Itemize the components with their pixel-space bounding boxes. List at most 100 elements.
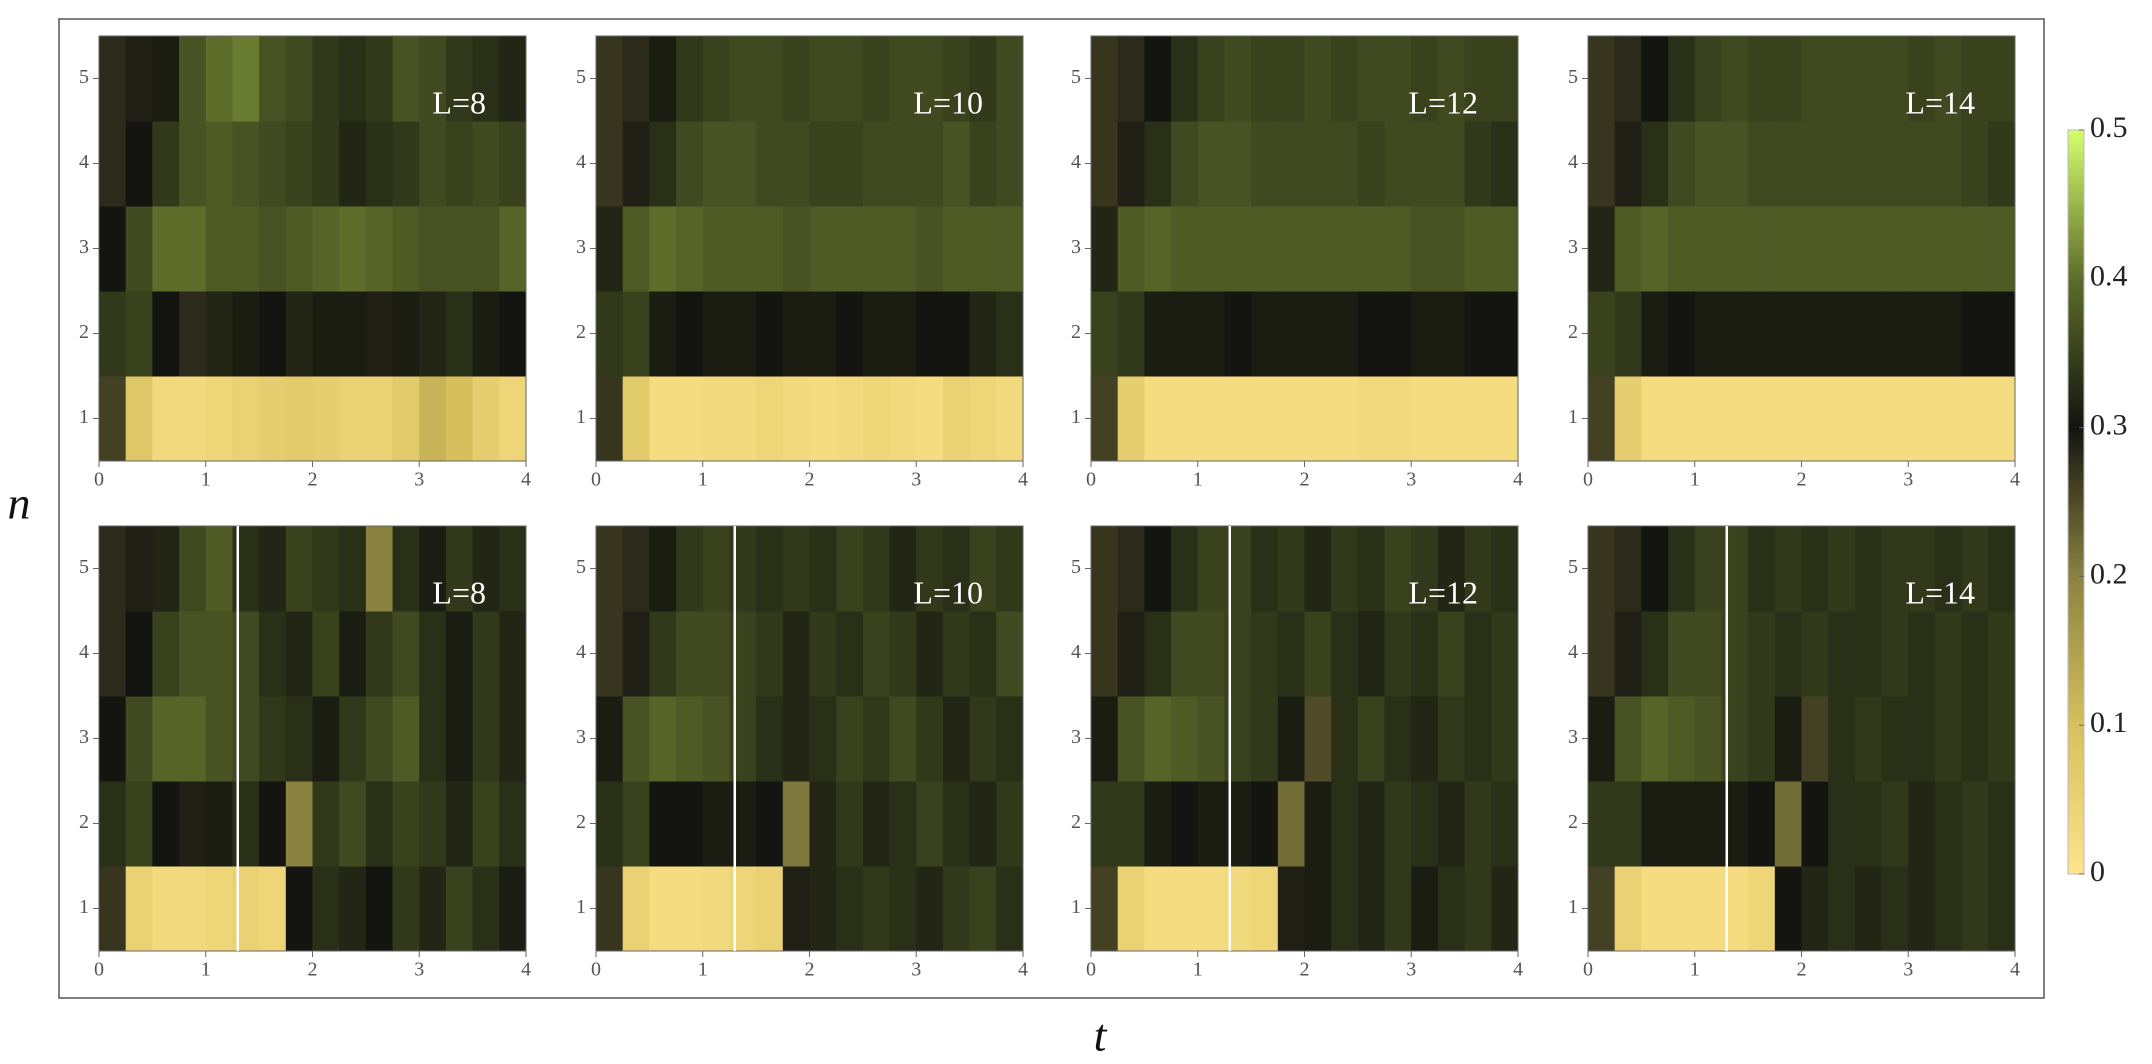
heat-cell [259,36,287,122]
heat-cell [445,696,474,782]
heat-cell [756,781,784,867]
y-tick-label: 3 [79,236,89,258]
heat-cell [1304,866,1332,952]
heat-cell [996,696,1024,782]
colorbar-label: 0.5 [2090,111,2128,144]
heat-cell [942,696,971,782]
heat-cell [809,696,837,782]
heat-cell [392,121,420,207]
heat-cell [445,206,474,292]
y-tick-label: 3 [1071,236,1081,258]
heat-cell [596,121,624,207]
heat-cell [1748,206,1776,292]
heat-cell [1197,611,1225,697]
heat-cell [1881,206,1909,292]
heat-cell [942,291,971,377]
heat-cell [1091,376,1119,462]
heat-cell [179,121,207,207]
heat-cell [969,121,997,207]
heat-cell [1277,291,1305,377]
heat-cell [99,36,127,122]
heat-cell [1091,696,1119,782]
heat-cell [339,376,367,462]
heat-cell [365,36,394,122]
x-tick-label: 0 [1583,469,1593,491]
heat-cell [1908,526,1936,612]
heat-cell [365,121,394,207]
heat-cell [1828,611,1856,697]
heat-cell [1171,781,1199,867]
heat-cell [622,866,650,952]
x-tick-label: 2 [308,469,318,491]
heat-cell [1694,36,1722,122]
y-tick-label: 1 [79,896,89,918]
heat-cell [499,36,527,122]
heat-cell [285,611,313,697]
heat-cell [1251,206,1279,292]
heat-cell [1224,376,1252,462]
heat-cell [969,291,997,377]
heat-cell [312,376,340,462]
heat-cell [809,36,837,122]
heat-cell [1988,611,2016,697]
heat-cell [1961,206,1989,292]
heat-cell [649,291,677,377]
x-tick-label: 4 [2010,959,2020,981]
heat-cell [1331,781,1359,867]
heat-cell [445,781,474,867]
heat-cell [232,526,260,612]
heat-cell [1224,36,1252,122]
heat-cell [152,611,180,697]
heat-cell [99,611,127,697]
heat-cell [419,611,447,697]
heat-cell [232,611,260,697]
heat-cell [1384,526,1412,612]
y-tick-label: 4 [576,151,586,173]
heat-cell [392,526,420,612]
heat-cell [1641,781,1669,867]
heat-cell [1588,781,1616,867]
y-tick-label: 2 [1568,811,1578,833]
heat-cell [1464,781,1492,867]
heat-cell [1464,291,1492,377]
heat-cell [1828,291,1856,377]
y-tick-label: 3 [576,726,586,748]
y-tick-label: 1 [1071,896,1081,918]
heat-cell [942,121,971,207]
heat-cell [862,36,891,122]
heat-cell [179,291,207,377]
y-tick-label: 1 [576,406,586,428]
heat-cell [1464,526,1492,612]
heat-cell [1384,291,1412,377]
heat-cell [676,376,704,462]
heat-cell [889,866,917,952]
x-tick-label: 1 [1690,959,1700,981]
y-tick-label: 4 [79,641,89,663]
heat-cell [285,526,313,612]
heat-cell [889,121,917,207]
y-tick-label: 2 [79,811,89,833]
heat-cell [969,696,997,782]
heat-cell [916,36,944,122]
heat-cell [365,376,394,462]
heat-cell [419,781,447,867]
heat-cell [1197,866,1225,952]
heat-cell [1694,121,1722,207]
heat-cell [729,206,757,292]
heat-cell [312,291,340,377]
heat-cell [1934,376,1963,462]
heat-cell [729,611,757,697]
heat-cell [996,121,1024,207]
heat-cell [676,611,704,697]
heat-cell [1881,376,1909,462]
heat-cell [676,36,704,122]
heat-cell [419,121,447,207]
heat-cell [676,781,704,867]
heat-cell [1224,526,1252,612]
heat-cell [622,376,650,462]
heat-cell [312,36,340,122]
heat-cell [125,781,153,867]
heat-cell [1091,121,1119,207]
heat-cell [1384,36,1412,122]
colorbar-label: 0.2 [2090,557,2128,590]
